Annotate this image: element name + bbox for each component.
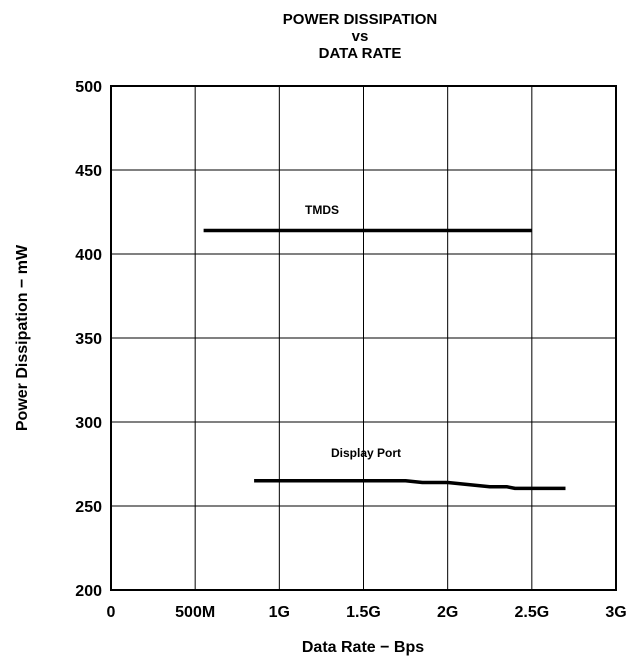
y-tick-label: 300 bbox=[75, 415, 102, 432]
y-tick-label: 450 bbox=[75, 163, 102, 180]
x-tick-label: 2.5G bbox=[514, 604, 549, 621]
y-axis-label: Power Dissipation − mW bbox=[14, 244, 31, 431]
chart-title-line-3: DATA RATE bbox=[319, 45, 402, 62]
series-label-display-port: Display Port bbox=[331, 446, 401, 460]
x-tick-label: 0 bbox=[107, 604, 116, 621]
chart-title-line-1: POWER DISSIPATION bbox=[283, 11, 437, 28]
x-tick-label: 3G bbox=[605, 604, 626, 621]
y-tick-label: 400 bbox=[75, 247, 102, 264]
x-tick-label: 1.5G bbox=[346, 604, 381, 621]
series-line-display-port bbox=[254, 479, 566, 491]
x-tick-label: 1G bbox=[269, 604, 290, 621]
plot-frame bbox=[110, 85, 617, 591]
x-tick-label: 500M bbox=[175, 604, 215, 621]
x-tick-label: 2G bbox=[437, 604, 458, 621]
chart-title: POWER DISSIPATION vs DATA RATE bbox=[283, 11, 437, 62]
x-axis-label: Data Rate − Bps bbox=[302, 639, 424, 656]
series bbox=[203, 228, 566, 491]
grid bbox=[110, 85, 617, 591]
y-tick-label: 200 bbox=[75, 583, 102, 600]
tick-labels: 0 500M 1G 1.5G 2G 2.5G 3G 200 250 300 350 400 450 500 bbox=[75, 79, 626, 621]
series-label-tmds: TMDS bbox=[305, 203, 339, 217]
y-tick-label: 250 bbox=[75, 499, 102, 516]
y-tick-label: 350 bbox=[75, 331, 102, 348]
y-tick-label: 500 bbox=[75, 79, 102, 96]
chart-title-line-2: vs bbox=[352, 28, 369, 45]
